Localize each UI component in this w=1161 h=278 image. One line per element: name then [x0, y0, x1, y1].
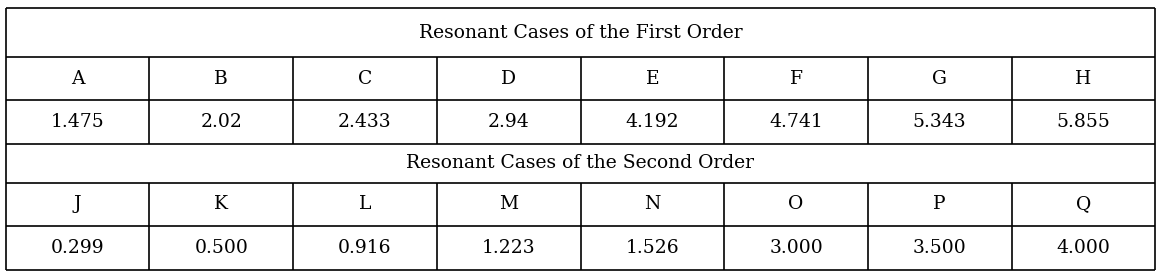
- Text: 4.192: 4.192: [626, 113, 679, 131]
- Text: N: N: [644, 195, 661, 213]
- Text: H: H: [1075, 70, 1091, 88]
- Text: 2.94: 2.94: [488, 113, 529, 131]
- Text: F: F: [789, 70, 802, 88]
- Text: Resonant Cases of the First Order: Resonant Cases of the First Order: [419, 24, 742, 41]
- Text: 1.223: 1.223: [482, 239, 535, 257]
- Text: 2.433: 2.433: [338, 113, 391, 131]
- Text: P: P: [933, 195, 946, 213]
- Text: J: J: [74, 195, 81, 213]
- Text: E: E: [646, 70, 659, 88]
- Text: K: K: [215, 195, 229, 213]
- Text: D: D: [502, 70, 517, 88]
- Text: C: C: [358, 70, 373, 88]
- Text: G: G: [932, 70, 947, 88]
- Text: A: A: [71, 70, 85, 88]
- Text: 1.526: 1.526: [626, 239, 679, 257]
- Text: 3.000: 3.000: [769, 239, 823, 257]
- Text: 0.916: 0.916: [338, 239, 391, 257]
- Text: 3.500: 3.500: [913, 239, 967, 257]
- Text: B: B: [215, 70, 229, 88]
- Text: 1.475: 1.475: [51, 113, 104, 131]
- Text: 5.855: 5.855: [1057, 113, 1110, 131]
- Text: Q: Q: [1076, 195, 1091, 213]
- Text: M: M: [499, 195, 518, 213]
- Text: O: O: [788, 195, 803, 213]
- Text: Resonant Cases of the Second Order: Resonant Cases of the Second Order: [406, 154, 755, 172]
- Text: 0.500: 0.500: [194, 239, 248, 257]
- Text: 4.000: 4.000: [1057, 239, 1110, 257]
- Text: L: L: [359, 195, 372, 213]
- Text: 4.741: 4.741: [769, 113, 823, 131]
- Text: 5.343: 5.343: [913, 113, 966, 131]
- Text: 0.299: 0.299: [51, 239, 104, 257]
- Text: 2.02: 2.02: [201, 113, 243, 131]
